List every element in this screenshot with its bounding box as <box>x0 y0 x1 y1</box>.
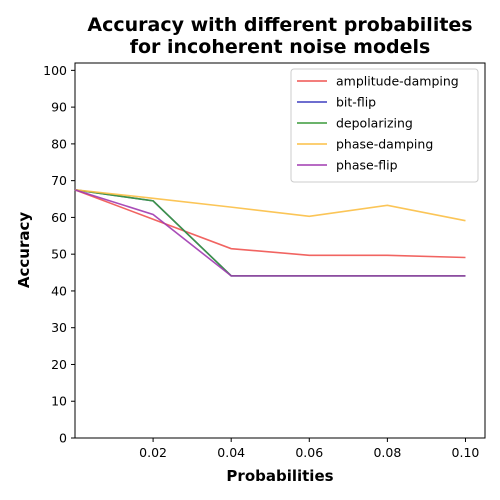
legend-label-phase-damping: phase-damping <box>336 137 433 152</box>
y-axis: 0 10 20 30 40 50 60 70 80 90 100 <box>43 63 75 446</box>
series-lines <box>74 189 466 277</box>
legend-label-depolarizing: depolarizing <box>336 116 413 131</box>
series-line-phase-damping <box>74 189 466 222</box>
x-axis-label: Probabilities <box>226 467 333 485</box>
y-tick-label: 50 <box>51 247 67 262</box>
legend-label-bit-flip: bit-flip <box>336 95 376 110</box>
x-axis: 0.02 0.04 0.06 0.08 0.10 <box>139 438 479 460</box>
legend-label-phase-flip: phase-flip <box>336 158 398 173</box>
x-tick-label: 0.02 <box>139 445 167 460</box>
legend-box <box>290 68 479 183</box>
legend-label-amplitude-damping: amplitude-damping <box>336 74 459 89</box>
legend: amplitude-damping bit-flip depolarizing pha… <box>290 68 479 183</box>
x-tick-label: 0.08 <box>373 445 401 460</box>
chart-title-text: Accuracy with different probabilites for … <box>87 14 472 58</box>
y-tick-label: 20 <box>51 357 67 372</box>
y-tick-label: 30 <box>51 320 67 335</box>
y-axis-label: Accuracy <box>15 212 33 288</box>
y-tick-label: 70 <box>51 173 67 188</box>
y-tick-label: 0 <box>59 431 67 446</box>
chart-title: Accuracy with different probabilites for … <box>87 14 472 58</box>
y-tick-label: 40 <box>51 283 67 298</box>
y-tick-label: 60 <box>51 210 67 225</box>
plot-area <box>74 62 486 439</box>
y-tick-label: 10 <box>51 394 67 409</box>
y-tick-label: 100 <box>43 63 67 78</box>
series-line-bit-flip <box>74 189 466 277</box>
series-line-depolarizing <box>74 189 466 277</box>
x-tick-label: 0.06 <box>295 445 323 460</box>
x-tick-label: 0.10 <box>452 445 480 460</box>
series-line-amplitude-damping <box>74 189 466 259</box>
plot-frame <box>74 62 486 439</box>
x-tick-label: 0.04 <box>217 445 245 460</box>
y-tick-label: 90 <box>51 100 67 115</box>
series-line-phase-flip <box>74 189 466 277</box>
y-tick-label: 80 <box>51 136 67 151</box>
